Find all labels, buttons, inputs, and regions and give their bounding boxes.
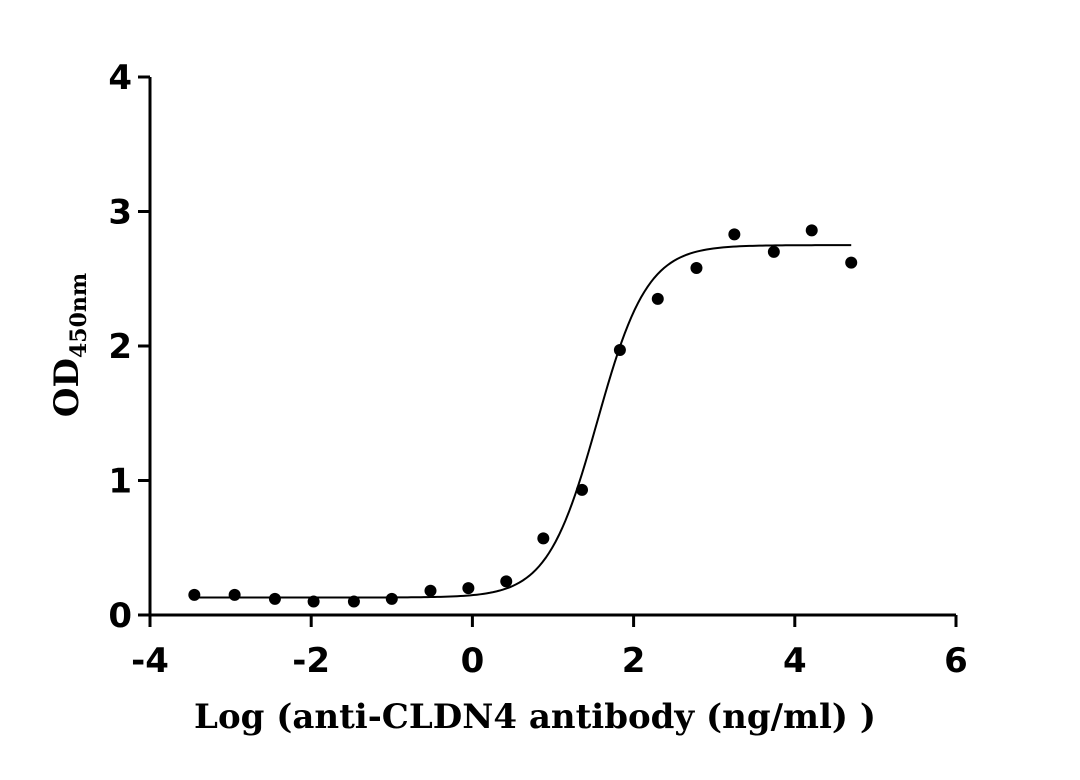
y-tick-label: 1 (108, 462, 132, 502)
data-point (268, 592, 281, 605)
data-point (690, 261, 703, 274)
y-axis-title-main: OD (47, 358, 87, 417)
data-point (307, 595, 320, 608)
data-point (767, 245, 780, 258)
y-axis-title-subscript: 450nm (66, 273, 92, 358)
x-tick-label: 0 (461, 641, 485, 681)
x-tick-label: -2 (292, 641, 330, 681)
data-point (613, 344, 626, 357)
data-point (651, 292, 664, 305)
fit-curve (194, 244, 852, 599)
data-point (347, 595, 360, 608)
data-point (805, 224, 818, 237)
y-tick-label: 2 (108, 327, 132, 367)
ticks: 0 1 2 3 4 -4 -2 0 2 4 6 (108, 58, 968, 681)
data-point (728, 228, 741, 241)
x-tick-label: 2 (622, 641, 646, 681)
data-points (188, 224, 858, 608)
y-tick-label: 4 (108, 58, 132, 98)
x-tick-label: 4 (783, 641, 807, 681)
data-point (576, 483, 589, 496)
axes (148, 77, 956, 617)
x-tick-label: 6 (944, 641, 968, 681)
y-axis-title: OD450nm (47, 273, 92, 417)
data-point (188, 588, 201, 601)
data-point (845, 256, 858, 269)
y-tick-label: 3 (108, 193, 132, 233)
data-point (462, 582, 475, 595)
data-point (500, 575, 513, 588)
data-point (228, 588, 241, 601)
y-tick-label: 0 (108, 596, 132, 636)
x-tick-label: -4 (131, 641, 169, 681)
data-point (385, 592, 398, 605)
data-point (537, 532, 550, 545)
data-point (424, 584, 437, 597)
x-axis-title: Log (anti-CLDN4 antibody (ng/ml) ) (194, 697, 876, 737)
